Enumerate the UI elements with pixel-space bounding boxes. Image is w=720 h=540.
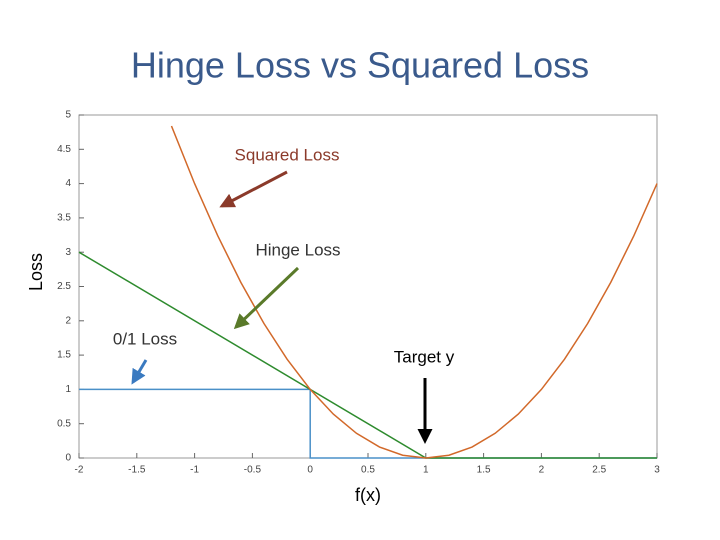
y-tick-label: 2 xyxy=(65,315,71,326)
x-tick-label: -0.5 xyxy=(244,465,262,476)
plot-frame xyxy=(78,114,658,459)
y-tick-label: 3.5 xyxy=(57,213,71,224)
y-tick-label: 4.5 xyxy=(57,144,71,155)
x-tick-label: -2 xyxy=(75,465,84,476)
y-tick-label: 3 xyxy=(65,247,71,258)
arrow xyxy=(131,359,148,385)
annotation: 0/1 Loss xyxy=(113,329,177,348)
y-tick-label: 1 xyxy=(65,384,71,395)
x-tick-label: -1 xyxy=(190,465,199,476)
y-tick-label: 0.5 xyxy=(57,418,71,429)
x-tick-label: -1.5 xyxy=(128,465,146,476)
y-tick-label: 1.5 xyxy=(57,350,71,361)
x-axis-label: f(x) xyxy=(355,485,381,505)
series-line xyxy=(78,251,657,459)
x-tick-label: 3 xyxy=(654,465,660,476)
annotation: Squared Loss xyxy=(235,145,340,164)
x-tick-label: 1 xyxy=(423,465,429,476)
arrow xyxy=(233,266,300,330)
x-tick-label: 0.5 xyxy=(361,465,375,476)
arrow xyxy=(219,170,288,208)
annotation: Hinge Loss xyxy=(255,240,340,259)
y-axis-label: Loss xyxy=(26,253,46,291)
chart-title: Hinge Loss vs Squared Loss xyxy=(131,45,589,86)
y-tick-label: 5 xyxy=(65,110,71,121)
series-line xyxy=(170,125,658,459)
x-tick-label: 2 xyxy=(539,465,545,476)
x-tick-label: 0 xyxy=(307,465,313,476)
annotation: Target y xyxy=(394,347,455,366)
y-tick-label: 0 xyxy=(65,453,71,464)
y-tick-label: 2.5 xyxy=(57,281,71,292)
x-tick-label: 1.5 xyxy=(477,465,491,476)
y-tick-label: 4 xyxy=(65,178,71,189)
x-tick-label: 2.5 xyxy=(592,465,606,476)
